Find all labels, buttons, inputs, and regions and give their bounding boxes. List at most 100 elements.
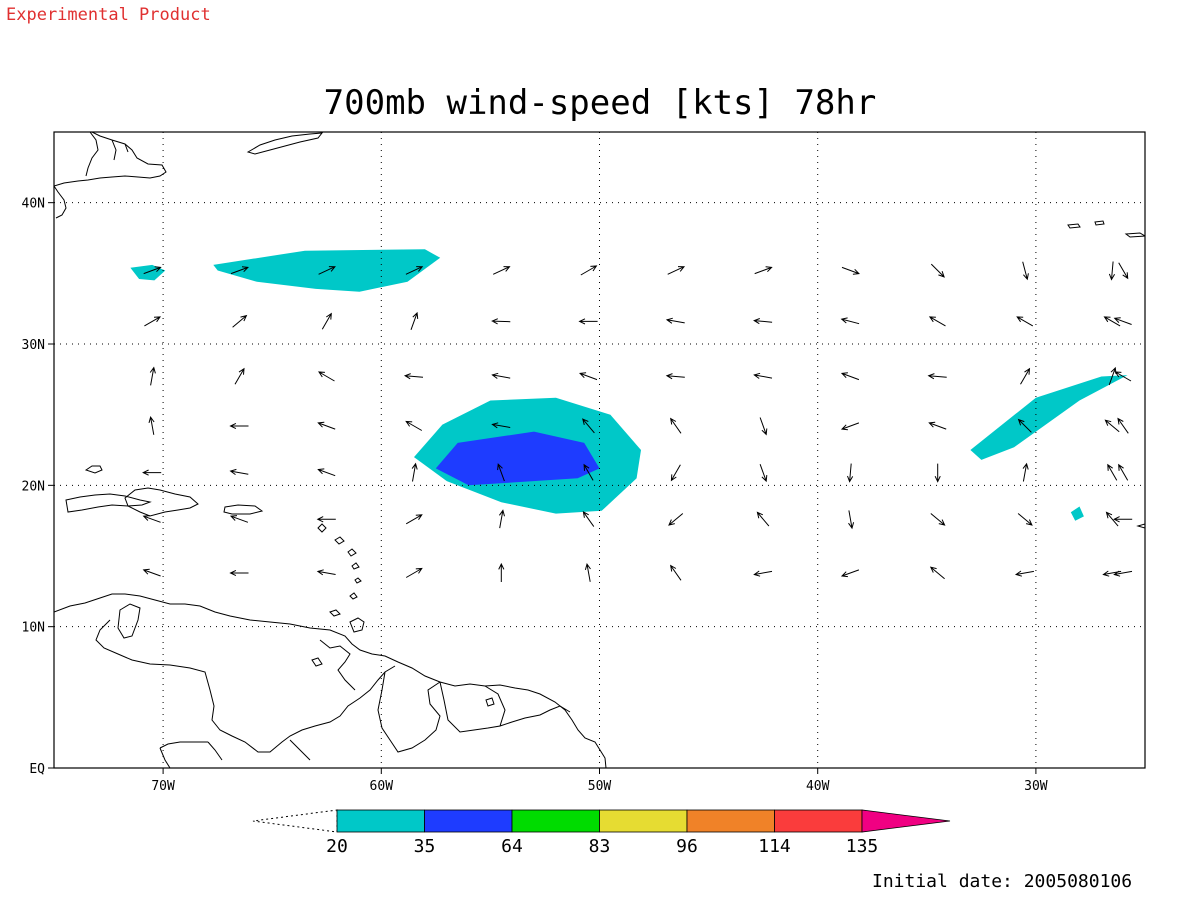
wind-arrow [148,415,155,435]
wind-arrow [1104,419,1120,433]
wind-arrow [840,422,860,431]
wind-arrow [149,366,156,386]
puerto-rico-coast [223,504,264,515]
wind-arrow [665,317,685,324]
wind-arrow [1022,261,1029,281]
wind-arrow [405,567,423,578]
wind-arrow [934,463,941,483]
wind-arrow [1105,511,1119,527]
wind-arrow [753,318,773,325]
experimental-product-label: Experimental Product [6,5,211,25]
orinoco-delta-coast [159,639,356,749]
wind-arrow [930,263,945,278]
wind-arrow [142,469,162,476]
lat-tick-label: 20N [22,479,45,494]
wind-arrow [1113,516,1133,523]
wind-arrow [1114,371,1132,382]
wind-arrow [759,417,768,436]
wind-arrow [840,317,860,325]
wind-arrow [1017,513,1033,526]
wind-arrow [668,513,684,526]
wind-arrow [929,566,945,580]
wind-arrow [229,515,249,523]
wind-arrow [667,266,686,275]
wind-arrow [927,373,947,380]
colorbar-level-label: 114 [758,836,791,857]
wind-arrow [670,417,682,434]
wind-arrow [498,562,505,582]
wind-arrow [229,468,249,476]
wind-arrow [1020,367,1031,385]
wind-arrow [1118,262,1129,280]
brazil-interior-border [159,739,311,768]
wind-arrow [583,463,594,481]
lake-maracaibo [117,603,141,639]
colorbar-segment [686,809,775,833]
lat-tick-label: 40N [22,197,45,212]
wind-arrow [1107,463,1118,481]
wind-arrow [1113,570,1133,577]
wind-arrow [144,316,162,327]
lat-tick-label: 10N [22,621,45,636]
lon-tick-label: 30W [1024,779,1048,794]
wind-arrow [142,568,161,577]
south-america-coast [54,593,607,768]
lon-tick-label: 70W [151,779,175,794]
colorbar-level-label: 20 [326,836,348,857]
wind-arrow [405,514,423,525]
wind-arrow [1022,462,1029,482]
wind-vectors [142,261,1133,582]
venezuela-interior-border [95,619,396,753]
wind-arrow [498,509,505,529]
bahamas-cuba-coast [65,493,152,513]
wind-arrow [321,312,332,330]
wind-arrow [665,373,685,380]
lon-tick-label: 60W [370,779,394,794]
map-title: 700mb wind-speed [kts] 78hr [324,83,877,123]
lat-tick-label: EQ [29,762,45,777]
lon-tick-label: 40W [806,779,830,794]
wind-arrow [1016,316,1034,327]
lesser-antilles-islands [311,523,495,707]
wind-arrow [403,373,424,380]
wind-arrow [753,372,773,379]
lat-tick-label: 30N [22,338,45,353]
wind-arrow [405,420,423,431]
colorbar-level-label: 135 [846,836,879,857]
nova-scotia-coast [246,132,324,155]
wind-arrow [754,266,773,275]
wind-arrow [753,570,773,577]
lat-lon-grid [54,132,1145,768]
wind-arrow [316,569,336,576]
wind-arrow [317,468,336,477]
wind-arrow [143,266,162,275]
wind-arrow [410,311,419,330]
wind-arrow [316,516,336,523]
trinidad-coast [349,617,365,633]
wind-arrow [584,562,591,582]
wind-arrow [579,372,598,381]
colorbar: 20 35 64 83 96 114 135 [252,809,951,857]
wind-arrow [1117,417,1129,434]
wind-arrow [582,510,595,527]
wind-arrow [840,569,860,578]
wind-arrow [1014,570,1034,577]
wind-arrow [582,418,595,434]
colorbar-level-label: 64 [501,836,523,857]
shaded-region-storm-inner-core [435,431,600,486]
initial-date-label: Initial date: 2005080106 [872,871,1132,892]
wind-arrow [759,464,768,483]
shaded-region-small-eastern-patch [1070,506,1084,521]
colorbar-level-label: 83 [589,836,611,857]
wind-arrow [318,266,336,275]
wind-arrow [230,266,249,275]
colorbar-segment [424,809,513,833]
wind-arrow [1118,463,1129,481]
colorbar-under-triangle [252,809,338,833]
colorbar-segment [336,809,425,833]
colorbar-level-label: 96 [676,836,698,857]
wind-arrow [840,372,860,381]
colorbar-segment [774,809,863,833]
wind-arrow [491,318,511,325]
wind-arrow [142,515,161,523]
